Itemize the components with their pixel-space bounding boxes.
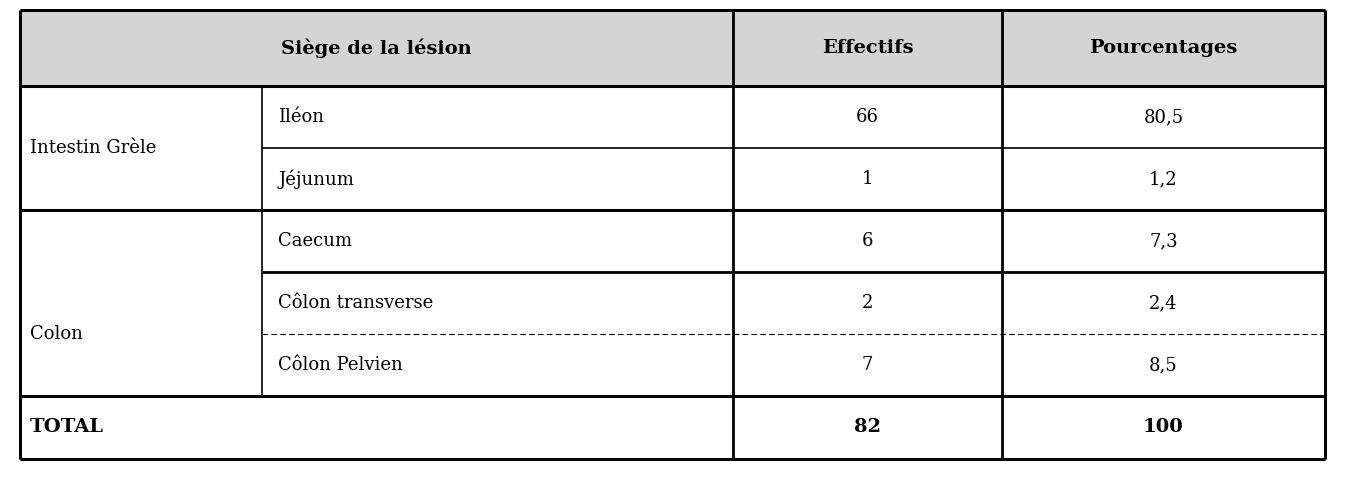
Text: 6: 6 [862, 232, 873, 250]
Text: Iléon: Iléon [278, 108, 324, 126]
Text: 8,5: 8,5 [1149, 356, 1178, 374]
Text: 7: 7 [862, 356, 873, 374]
Bar [20, 396, 1325, 459]
Bar [20, 334, 1325, 396]
Text: Siège de la lésion: Siège de la lésion [281, 38, 472, 58]
Text: TOTAL: TOTAL [30, 418, 104, 437]
Text: 80,5: 80,5 [1143, 108, 1184, 126]
Bar [1002, 10, 1325, 86]
Text: Pourcentages: Pourcentages [1089, 39, 1237, 57]
Text: Intestin Grèle: Intestin Grèle [30, 139, 156, 157]
Bar [20, 10, 733, 86]
Bar [20, 272, 1325, 334]
Bar [733, 10, 1002, 86]
Text: 66: 66 [855, 108, 880, 126]
Text: 1,2: 1,2 [1149, 170, 1178, 188]
Text: Colon: Colon [30, 325, 82, 343]
Bar [20, 148, 1325, 210]
Text: 1: 1 [862, 170, 873, 188]
Text: Jéjunum: Jéjunum [278, 169, 354, 189]
Text: 100: 100 [1143, 418, 1184, 437]
Text: Côlon Pelvien: Côlon Pelvien [278, 356, 403, 374]
Text: 7,3: 7,3 [1149, 232, 1178, 250]
Bar [20, 86, 1325, 148]
Text: Effectifs: Effectifs [822, 39, 913, 57]
Text: Caecum: Caecum [278, 232, 352, 250]
Text: Côlon transverse: Côlon transverse [278, 294, 433, 312]
Text: 82: 82 [854, 418, 881, 437]
Text: 2,4: 2,4 [1149, 294, 1178, 312]
Bar [20, 210, 1325, 272]
Text: 2: 2 [862, 294, 873, 312]
